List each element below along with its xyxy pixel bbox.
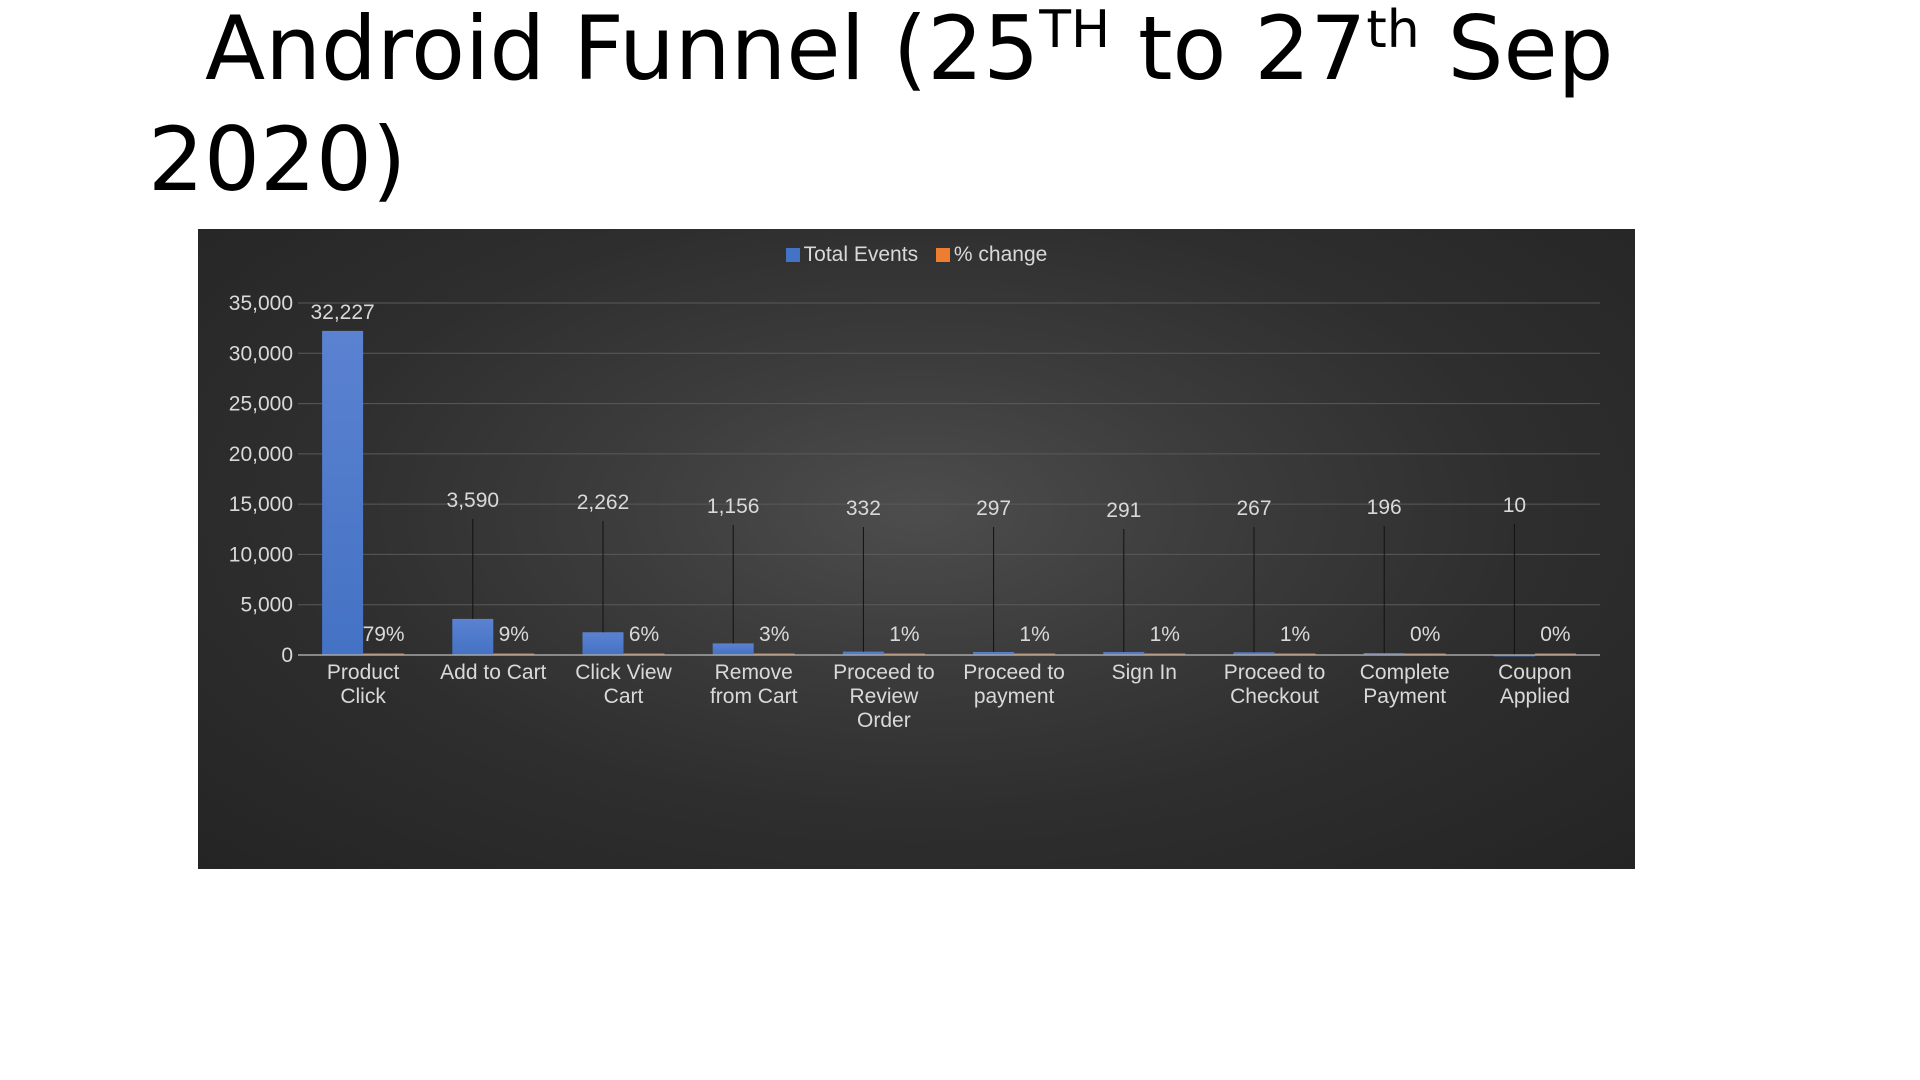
- data-label-total-events: 196: [1367, 496, 1402, 519]
- y-tick-label: 20,000: [229, 443, 293, 466]
- chart-panel: Total Events % change 0 5,000 10,000 15,000…: [198, 229, 1635, 869]
- data-label-pct-change: 9%: [499, 623, 529, 646]
- data-label-total-events: 291: [1106, 499, 1141, 522]
- data-label-pct-change: 1%: [1150, 623, 1180, 646]
- x-tick-label-line: Applied: [1500, 685, 1570, 708]
- title-part-1: Android Funnel (25: [205, 0, 1040, 100]
- x-tick-label-line: Checkout: [1230, 685, 1319, 708]
- x-tick-label-line: Click View: [575, 661, 672, 684]
- data-label-total-events: 10: [1503, 494, 1526, 517]
- legend-label-total-events: Total Events: [803, 243, 919, 266]
- x-tick-label-line: payment: [974, 685, 1055, 708]
- title-line-2: 2020): [148, 108, 407, 211]
- y-tick-label: 5,000: [240, 594, 293, 617]
- y-tick-label: 30,000: [229, 342, 293, 365]
- data-label-total-events: 2,262: [577, 491, 630, 514]
- x-tick-label-line: Cart: [604, 685, 644, 708]
- legend-swatch-total-events: [785, 248, 800, 262]
- x-tick-label: Proceed to Checkout: [1224, 661, 1326, 708]
- title-superscript-1: TH: [1039, 0, 1111, 60]
- bar-total-events: [1363, 653, 1405, 655]
- x-tick-label: Coupon Applied: [1498, 661, 1572, 708]
- y-tick-label: 0: [281, 644, 293, 667]
- data-label-total-events: 32,227: [310, 301, 374, 324]
- x-tick-label: Remove from Cart: [710, 661, 798, 708]
- data-label-total-events: 332: [846, 497, 881, 520]
- slide-title: Android Funnel (25TH to 27th Sep 2020): [148, 0, 1748, 208]
- bar-total-events: [1103, 652, 1145, 655]
- y-tick-label: 25,000: [229, 393, 293, 416]
- x-tick-label-line: Remove: [715, 661, 793, 684]
- x-tick-label: Complete Payment: [1360, 661, 1450, 708]
- x-tick-label-line: Coupon: [1498, 661, 1572, 684]
- data-label-pct-change: 79%: [363, 623, 405, 646]
- bar-total-events: [973, 652, 1015, 655]
- x-tick-label-line: Sign In: [1112, 661, 1177, 684]
- x-tick-label-line: Add to Cart: [440, 661, 546, 684]
- bar-total-events: [1233, 652, 1275, 655]
- x-tick-label-line: Review: [849, 685, 919, 708]
- x-tick-label-line: Complete: [1360, 661, 1450, 684]
- x-tick-label: Click View Cart: [575, 661, 672, 708]
- y-tick-label: 10,000: [229, 543, 293, 566]
- x-tick-label-line: Proceed to: [963, 661, 1065, 684]
- x-tick-label-line: Order: [857, 709, 911, 732]
- bar-total-events: [712, 643, 754, 655]
- legend-swatch-pct-change: [935, 248, 950, 262]
- bar-total-events: [842, 651, 884, 655]
- data-label-total-events: 1,156: [707, 495, 760, 518]
- x-tick-label-line: Product: [327, 661, 400, 684]
- y-tick-label: 15,000: [229, 493, 293, 516]
- x-tick-label-line: Click: [340, 685, 386, 708]
- title-superscript-2: th: [1366, 0, 1420, 60]
- data-label-total-events: 267: [1236, 497, 1271, 520]
- bar-chart: 0 5,000 10,000 15,000 20,000 25,000 30,000 35,0…: [229, 292, 1600, 732]
- bar-total-events: [582, 632, 624, 655]
- data-label-total-events: 3,590: [447, 489, 500, 512]
- bar-total-events: [452, 618, 494, 655]
- x-tick-label-line: from Cart: [710, 685, 798, 708]
- data-label-pct-change: 0%: [1540, 623, 1570, 646]
- data-label-pct-change: 3%: [759, 623, 789, 646]
- legend-item-pct-change: % change: [935, 243, 1048, 267]
- data-label-pct-change: 1%: [889, 623, 919, 646]
- data-label-pct-change: 0%: [1410, 623, 1440, 646]
- x-tick-label: Sign In: [1112, 661, 1177, 684]
- data-label-pct-change: 1%: [1019, 623, 1049, 646]
- x-tick-label: Proceed to payment: [963, 661, 1065, 708]
- title-part-3: Sep: [1419, 0, 1614, 100]
- title-part-2: to 27: [1110, 0, 1367, 100]
- x-tick-label: Product Click: [327, 661, 400, 708]
- y-tick-label: 35,000: [229, 292, 293, 315]
- x-tick-label-line: Proceed to: [833, 661, 935, 684]
- x-tick-label-line: Proceed to: [1224, 661, 1326, 684]
- legend-label-pct-change: % change: [953, 243, 1048, 266]
- chart-legend: Total Events % change: [198, 243, 1635, 267]
- data-label-pct-change: 6%: [629, 623, 659, 646]
- data-label-pct-change: 1%: [1280, 623, 1310, 646]
- data-label-total-events: 297: [976, 497, 1011, 520]
- x-tick-label-line: Payment: [1363, 685, 1446, 708]
- x-tick-label: Proceed to Review Order: [833, 661, 935, 732]
- bar-total-events: [322, 330, 364, 655]
- legend-item-total-events: Total Events: [785, 243, 919, 267]
- x-tick-label: Add to Cart: [440, 661, 546, 684]
